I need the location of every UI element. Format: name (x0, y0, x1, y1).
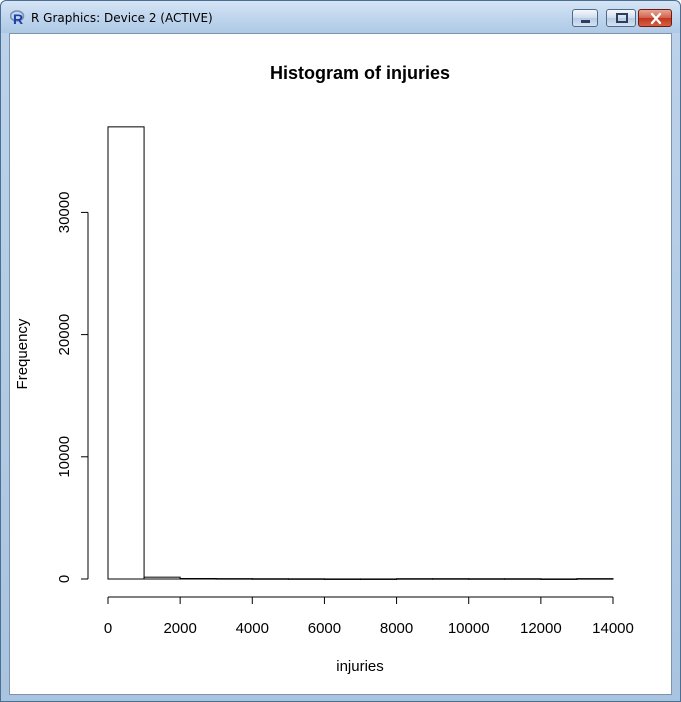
histogram-bar (468, 578, 506, 580)
y-tick-label: 20000 (56, 314, 73, 356)
y-tick-label: 30000 (56, 192, 73, 234)
x-tick-label: 0 (104, 620, 112, 637)
x-tick-label: 12000 (520, 620, 562, 637)
y-tick-label: 10000 (56, 436, 73, 478)
title-bar[interactable]: R R Graphics: Device 2 (ACTIVE) (1, 1, 680, 33)
y-axis-label: Frequency (14, 318, 31, 389)
x-tick-label: 6000 (308, 620, 341, 637)
plot-area: Histogram of injuries injuries Frequency… (9, 33, 672, 695)
y-tick-label: 0 (56, 575, 73, 583)
x-tick-label: 2000 (163, 620, 196, 637)
maximize-button[interactable] (606, 9, 636, 27)
histogram-bar (215, 578, 253, 580)
chart-title: Histogram of injuries (270, 63, 450, 83)
histogram-bar (432, 578, 470, 580)
x-tick-label: 8000 (380, 620, 413, 637)
svg-text:R: R (13, 11, 23, 25)
minimize-button[interactable] (572, 9, 598, 27)
maximize-icon (616, 13, 628, 23)
histogram-bar (107, 126, 145, 580)
histogram-bar (323, 578, 361, 580)
r-logo-icon: R (10, 10, 25, 25)
histogram-bar (504, 578, 542, 580)
histogram-bar (540, 578, 578, 580)
x-axis-label: injuries (336, 658, 384, 675)
histogram-bar (576, 578, 614, 580)
histogram-bar (143, 576, 181, 580)
histogram-bar (179, 578, 217, 580)
histogram-plot: Histogram of injuries injuries Frequency… (14, 63, 634, 675)
histogram-bar (360, 578, 398, 580)
histogram-bar (251, 578, 289, 580)
x-tick-label: 4000 (236, 620, 269, 637)
x-tick-label: 14000 (592, 620, 634, 637)
x-tick-label: 10000 (448, 620, 490, 637)
minimize-icon (581, 20, 590, 23)
histogram-bar (396, 578, 434, 580)
window-title: R Graphics: Device 2 (ACTIVE) (31, 11, 213, 25)
histogram-bar (287, 578, 325, 580)
close-icon (650, 12, 662, 25)
close-button[interactable] (638, 9, 672, 27)
